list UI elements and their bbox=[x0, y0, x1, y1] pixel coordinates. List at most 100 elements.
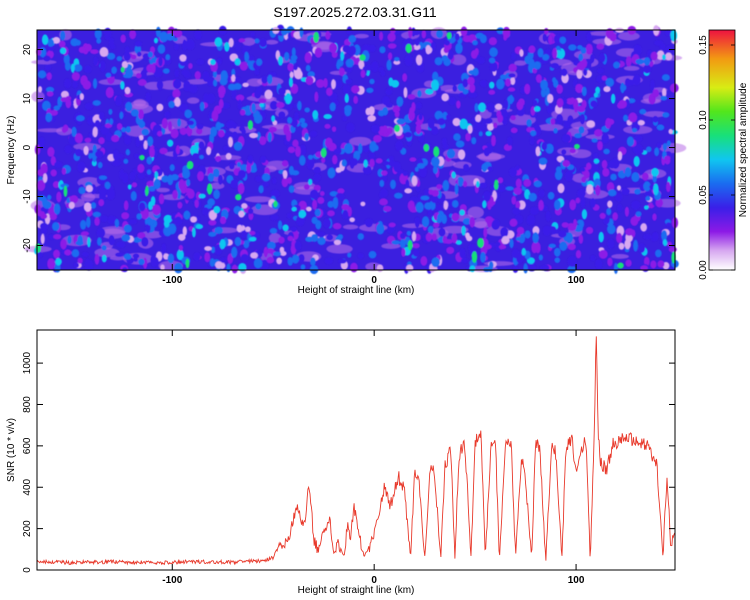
spectrogram-speckle bbox=[668, 128, 673, 135]
spectrogram-speckle bbox=[603, 86, 611, 93]
spectrogram-speckle bbox=[412, 243, 420, 249]
spectrogram-speckle bbox=[508, 73, 516, 78]
spectrogram-speckle bbox=[188, 62, 193, 69]
spectrogram-speckle bbox=[417, 89, 422, 98]
spectrogram-speckle bbox=[254, 90, 262, 99]
spectrogram-speckle bbox=[393, 60, 401, 65]
spectrogram-speckle bbox=[377, 168, 384, 178]
spectrogram-peak bbox=[332, 197, 339, 209]
spectrogram-speckle bbox=[597, 68, 604, 74]
spectrogram-speckle bbox=[114, 218, 120, 228]
spectrogram-speckle bbox=[82, 80, 92, 90]
spectrogram-speckle bbox=[125, 149, 131, 156]
spectrogram-speckle bbox=[504, 99, 509, 110]
spectrogram-peak bbox=[477, 237, 484, 248]
spectrogram-speckle bbox=[84, 43, 92, 52]
spectrogram-speckle bbox=[292, 139, 299, 148]
spectrogram-y-tick-label: -20 bbox=[22, 238, 33, 253]
spectrogram-speckle bbox=[613, 262, 618, 274]
spectrogram-speckle bbox=[283, 51, 290, 62]
spectrogram-speckle bbox=[295, 145, 301, 158]
spectrogram-speckle bbox=[616, 232, 623, 244]
spectrogram-speckle bbox=[165, 53, 171, 61]
spectrogram-speckle bbox=[547, 104, 553, 114]
spectrogram-speckle bbox=[599, 53, 606, 63]
spectrogram-peak bbox=[394, 124, 401, 133]
spectrogram-peak bbox=[35, 243, 42, 253]
spectrogram-speckle bbox=[553, 247, 561, 257]
spectrogram-speckle bbox=[226, 263, 231, 273]
spectrogram-speckle bbox=[309, 264, 319, 275]
spectrogram-haze bbox=[94, 247, 120, 258]
spectrogram-speckle bbox=[350, 262, 358, 273]
spectrogram-speckle bbox=[178, 179, 185, 191]
spectrogram-peak bbox=[285, 92, 292, 105]
spectrogram-speckle bbox=[317, 196, 325, 205]
spectrogram-speckle bbox=[182, 168, 191, 179]
spectrogram-speckle bbox=[241, 203, 248, 209]
spectrogram-speckle bbox=[406, 230, 412, 236]
spectrogram-speckle bbox=[135, 136, 140, 147]
spectrogram-peak bbox=[475, 180, 480, 188]
spectrogram-speckle bbox=[338, 67, 345, 77]
spectrogram-peak bbox=[299, 117, 306, 124]
spectrogram-speckle bbox=[382, 96, 390, 106]
spectrogram-speckle bbox=[535, 146, 541, 157]
spectrogram-speckle bbox=[583, 68, 588, 76]
spectrogram-speckle bbox=[64, 249, 72, 256]
spectrogram-speckle bbox=[290, 54, 298, 61]
spectrogram-peak bbox=[271, 115, 276, 123]
spectrogram-speckle bbox=[241, 229, 247, 239]
spectrogram-speckle bbox=[345, 58, 354, 68]
spectrogram-speckle bbox=[215, 155, 222, 162]
spectrogram-speckle bbox=[368, 250, 377, 259]
spectrogram-speckle bbox=[101, 127, 110, 135]
spectrogram-speckle bbox=[53, 234, 62, 240]
spectrogram-speckle bbox=[315, 79, 325, 88]
spectrogram-speckle bbox=[486, 102, 496, 113]
spectrogram-speckle bbox=[235, 94, 245, 102]
spectrogram-speckle bbox=[336, 61, 341, 70]
spectrogram-speckle bbox=[399, 239, 406, 249]
spectrogram-speckle bbox=[159, 31, 169, 43]
spectrogram-haze bbox=[242, 37, 256, 46]
spectrogram-speckle bbox=[226, 120, 236, 129]
spectrogram-speckle bbox=[241, 128, 247, 135]
spectrogram-speckle bbox=[598, 249, 608, 259]
spectrogram-speckle bbox=[178, 244, 184, 252]
spectrogram-peak bbox=[146, 156, 153, 165]
spectrogram-speckle bbox=[457, 176, 464, 187]
spectrogram-speckle bbox=[132, 253, 140, 259]
spectrogram-speckle bbox=[182, 226, 187, 237]
spectrogram-speckle bbox=[259, 38, 268, 48]
spectrogram-speckle bbox=[291, 206, 297, 212]
spectrogram-speckle bbox=[267, 241, 276, 250]
spectrogram-speckle bbox=[446, 246, 455, 255]
spectrogram-speckle bbox=[120, 34, 126, 43]
spectrogram-speckle bbox=[294, 240, 302, 251]
spectrogram-speckle bbox=[173, 262, 183, 274]
spectrogram-peak bbox=[108, 108, 113, 115]
spectrogram-speckle bbox=[662, 112, 670, 118]
spectrogram-speckle bbox=[483, 147, 491, 157]
spectrogram-speckle bbox=[576, 105, 586, 113]
colorbar: 0.00 0.05 0.10 0.15 Normalized spectral amp… bbox=[698, 29, 749, 280]
spectrogram-speckle bbox=[130, 108, 139, 117]
spectrogram-speckle bbox=[208, 231, 217, 237]
spectrogram-speckle bbox=[427, 118, 435, 129]
spectrogram-speckle bbox=[431, 233, 438, 241]
spectrogram-speckle bbox=[489, 47, 498, 58]
spectrogram-speckle bbox=[58, 40, 66, 48]
spectrogram-haze bbox=[31, 59, 57, 65]
spectrogram-speckle bbox=[342, 210, 349, 220]
spectrogram-speckle bbox=[414, 217, 420, 228]
snr-y-tick-label: 1000 bbox=[22, 352, 33, 375]
spectrogram-speckle bbox=[540, 87, 547, 98]
spectrogram-speckle bbox=[537, 47, 544, 58]
spectrogram-haze bbox=[99, 226, 129, 235]
spectrogram-speckle bbox=[637, 148, 644, 154]
spectrogram-speckle bbox=[523, 179, 532, 187]
spectrogram-speckle bbox=[189, 86, 194, 93]
spectrogram-speckle bbox=[526, 119, 533, 127]
